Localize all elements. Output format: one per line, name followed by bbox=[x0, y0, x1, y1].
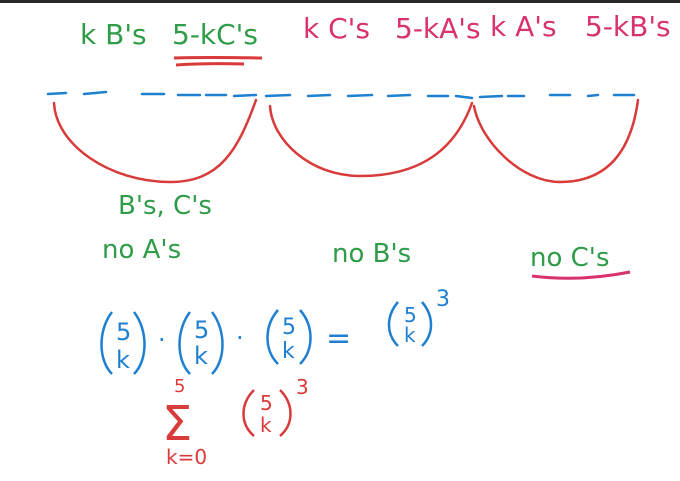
header-group-2: k C's 5-kA's bbox=[303, 12, 481, 45]
bracket-3 bbox=[472, 98, 640, 184]
dash bbox=[264, 93, 292, 98]
dashed-positions bbox=[46, 90, 636, 100]
bracket-1 bbox=[52, 98, 258, 184]
paren-right bbox=[210, 311, 224, 375]
binom-3-top: 5 bbox=[282, 315, 296, 340]
binom-1-top: 5 bbox=[116, 318, 131, 346]
dash bbox=[586, 93, 600, 98]
header-5-k-as: 5-kA's bbox=[395, 12, 481, 45]
sum-formula: 5 Σ k=0 5 k 3 bbox=[162, 375, 309, 469]
underline-no-cs bbox=[531, 270, 631, 280]
header-k-cs: k C's bbox=[303, 12, 370, 45]
label-no-cs: no C's bbox=[530, 243, 610, 273]
binom-4-bottom: k bbox=[404, 323, 416, 347]
sum-upper-limit: 5 bbox=[174, 376, 185, 397]
label-bs-cs: B's, C's bbox=[118, 191, 212, 221]
top-border bbox=[0, 0, 680, 3]
dash bbox=[46, 91, 68, 96]
dash bbox=[478, 94, 504, 99]
header-group-1: k B's 5-kC's bbox=[80, 18, 258, 51]
paren-left bbox=[100, 311, 114, 375]
paren-left bbox=[242, 389, 255, 437]
dot-1: · bbox=[158, 326, 166, 354]
binom-4-top: 5 bbox=[404, 303, 417, 327]
binom-2-top: 5 bbox=[194, 316, 209, 344]
underline-5-k-cs-2 bbox=[175, 62, 245, 67]
cube-exponent: 3 bbox=[436, 287, 450, 312]
underline-5-k-cs bbox=[173, 56, 263, 60]
binom-1-bottom: k bbox=[116, 346, 130, 374]
dash bbox=[232, 93, 258, 98]
binom-3-bottom: k bbox=[282, 339, 295, 364]
paren-right bbox=[299, 309, 312, 365]
bracket-2 bbox=[268, 101, 474, 178]
sum-binom-top: 5 bbox=[260, 391, 273, 415]
dot-2: · bbox=[236, 324, 244, 352]
paren-left bbox=[266, 309, 279, 365]
sum-cube-exponent: 3 bbox=[296, 375, 309, 399]
product-formula: 5 k · 5 k · 5 k = 5 k 3 bbox=[100, 287, 450, 375]
dash bbox=[346, 93, 374, 98]
dash bbox=[306, 93, 332, 98]
header-k-as: k A's bbox=[490, 10, 557, 43]
label-no-bs: no B's bbox=[332, 239, 411, 269]
paren-left bbox=[178, 311, 192, 375]
paren-right bbox=[421, 301, 433, 347]
header-group-3: k A's 5-kB's bbox=[490, 10, 671, 43]
paren-left bbox=[387, 301, 399, 347]
paren-right bbox=[279, 389, 292, 437]
sum-lower-limit: k=0 bbox=[166, 445, 207, 469]
binom-2-bottom: k bbox=[194, 342, 208, 370]
header-5-k-cs: 5-kC's bbox=[172, 18, 258, 51]
brackets bbox=[52, 98, 640, 184]
dash bbox=[82, 90, 108, 96]
paren-right bbox=[132, 311, 146, 375]
dash bbox=[454, 94, 474, 100]
label-no-as: no A's bbox=[102, 235, 181, 265]
sum-sigma: Σ bbox=[162, 396, 192, 452]
header-k-bs: k B's bbox=[80, 18, 147, 51]
header-5-k-bs: 5-kB's bbox=[585, 10, 671, 43]
dash bbox=[386, 93, 412, 98]
equals-sign: = bbox=[326, 321, 351, 356]
sum-binom-bottom: k bbox=[260, 413, 272, 437]
